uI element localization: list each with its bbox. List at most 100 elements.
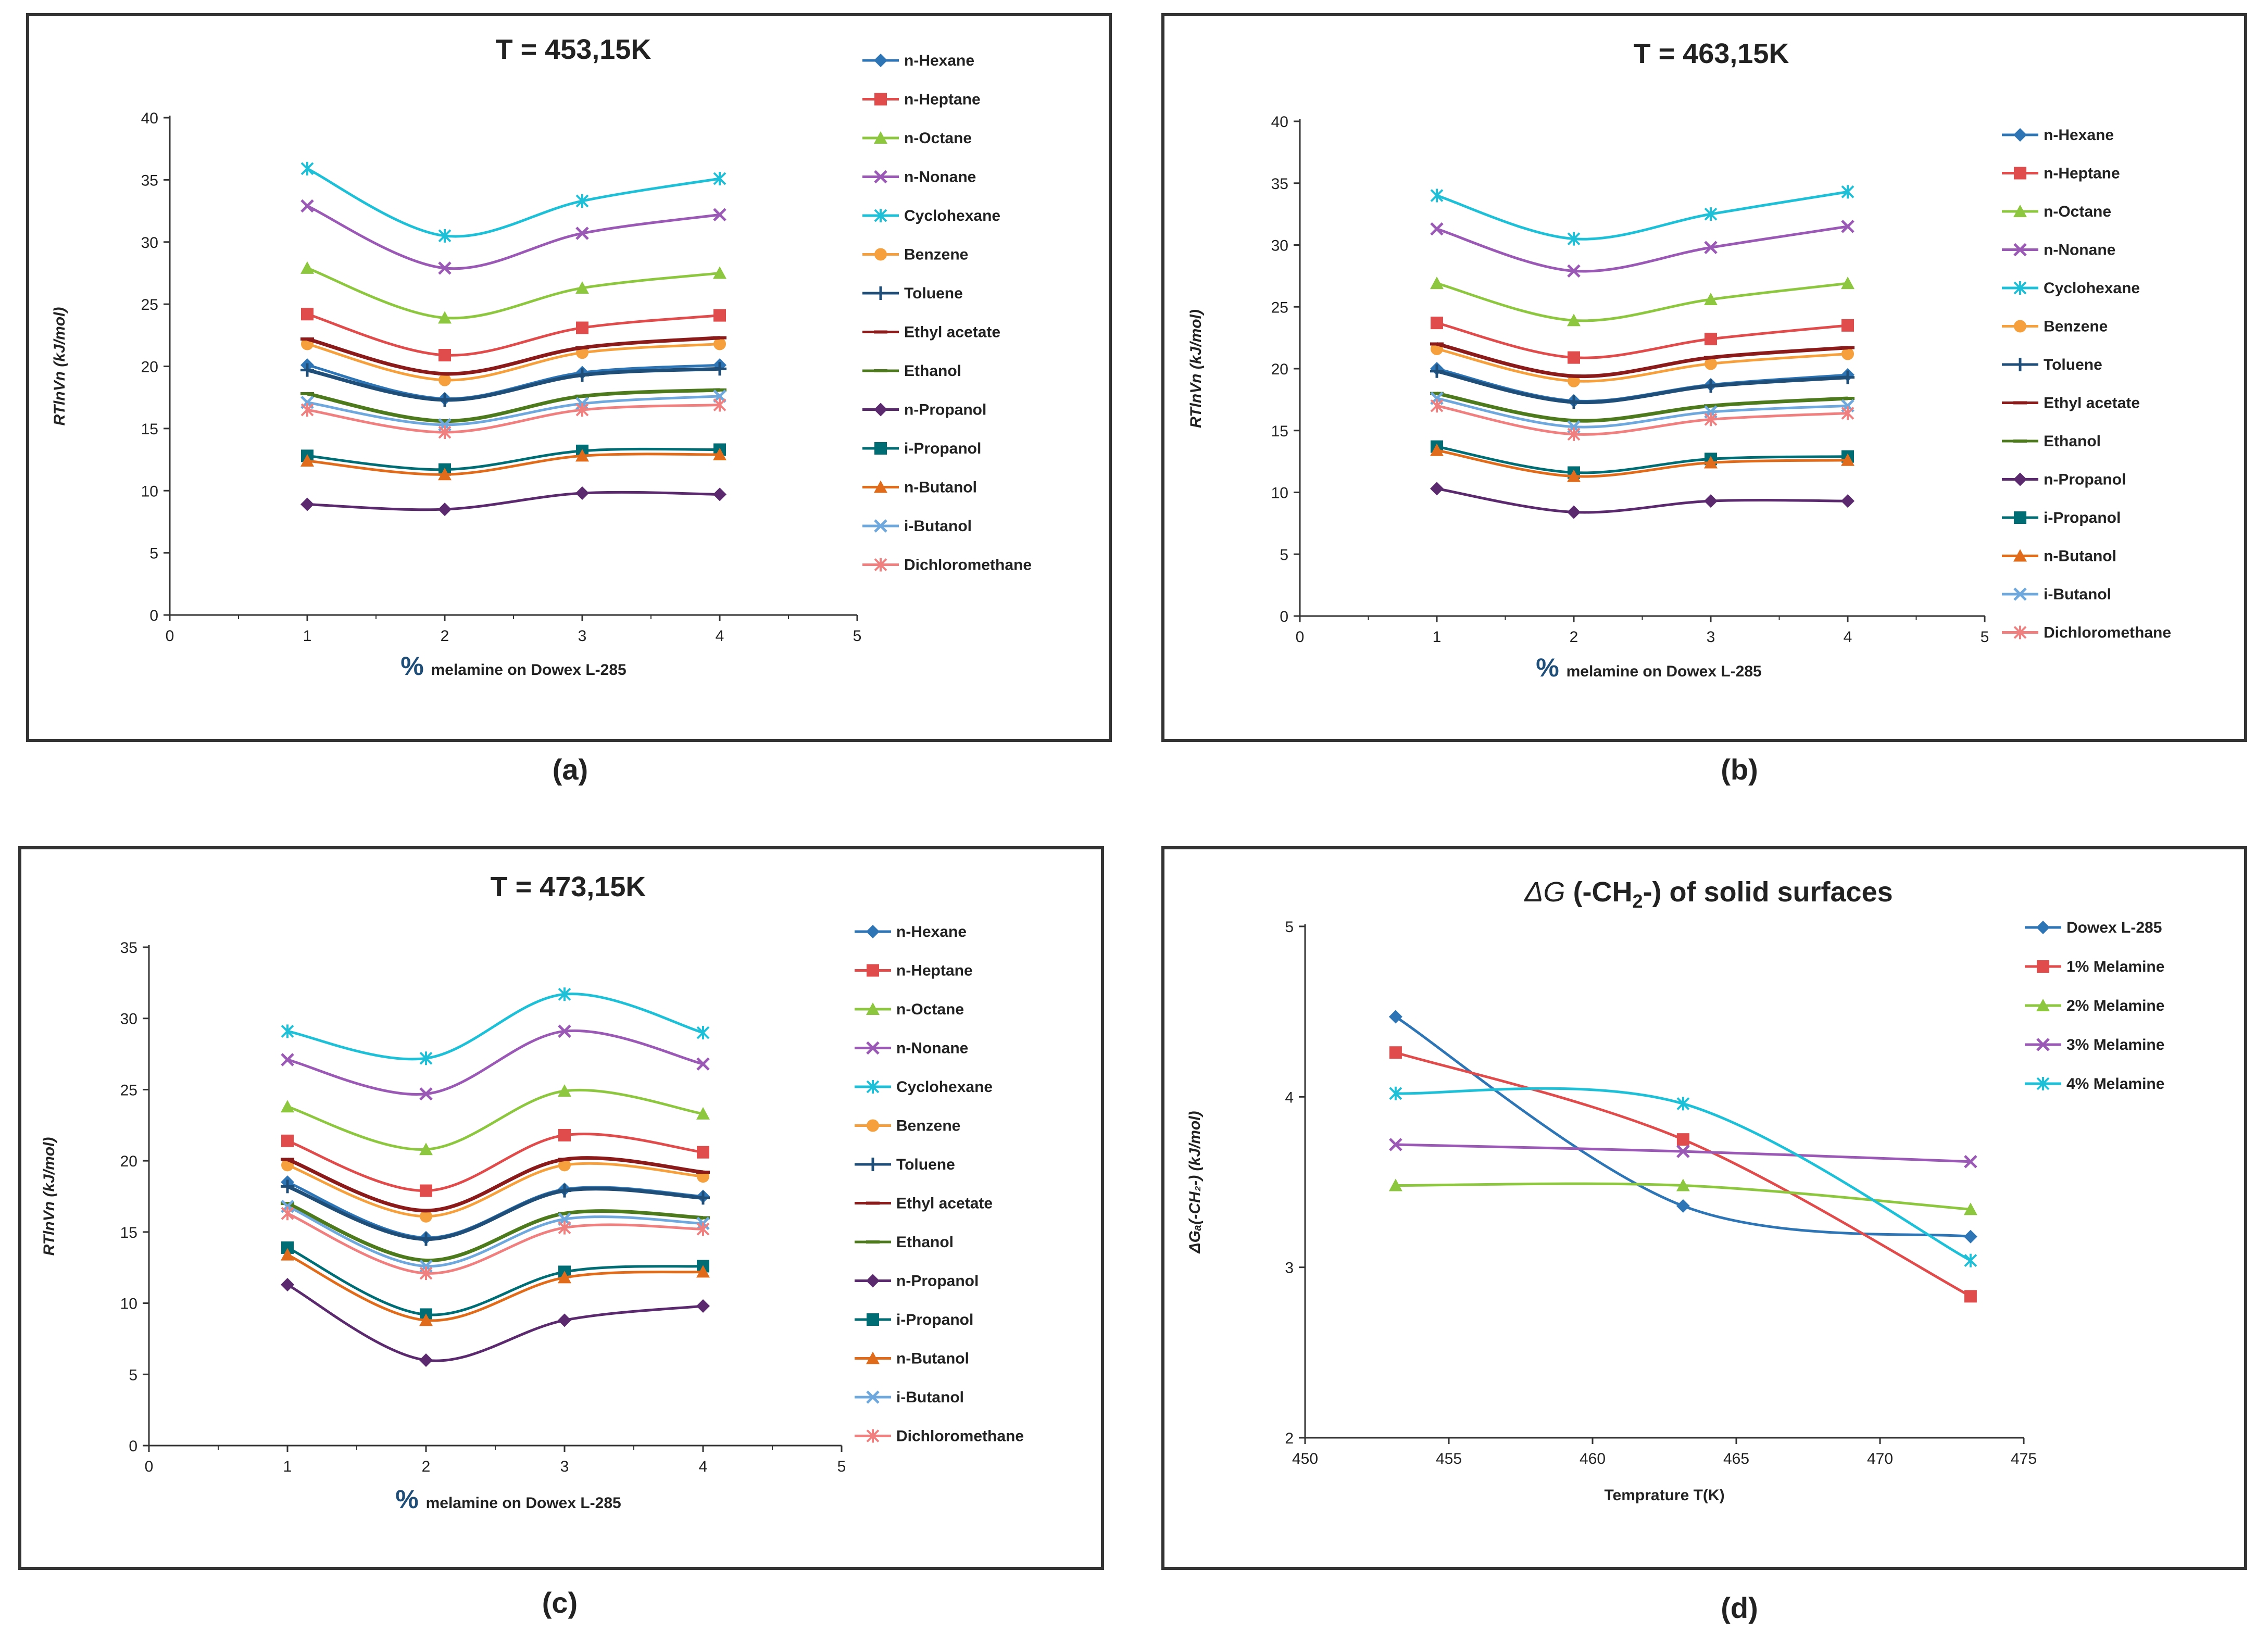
legend-item-n-butanol: n-Butanol [2002,548,2116,565]
series-dichloromethane [1430,399,1855,441]
data-point [438,261,452,275]
legend-label: Ethanol [896,1234,954,1251]
data-point [1389,1138,1402,1151]
data-point [1841,347,1854,360]
legend-marker [874,286,887,300]
legend-marker [874,131,887,144]
legend-marker [2013,358,2027,371]
series-line [306,205,720,270]
series-line [1436,449,1848,478]
data-point [1676,1178,1690,1191]
data-point [1388,1178,1402,1191]
legend-label: n-Butanol [2044,548,2116,565]
y-tick-label: 5 [129,1366,137,1384]
legend-label: Toluene [896,1156,955,1173]
data-point [1704,494,1718,508]
y-tick-label: 20 [1271,361,1288,378]
legend-label: Dowex L-285 [2066,919,2162,936]
series-line [307,336,720,376]
series-line [1436,397,1848,429]
legend-item-n-nonane: n-Nonane [855,1040,968,1057]
data-point [713,398,726,412]
x-tick-label: 460 [1580,1450,1606,1467]
legend-marker [874,558,887,572]
series-n-propanol [300,486,726,517]
y-tick-label: 5 [1285,919,1294,936]
legend-label: Cyclohexane [2044,280,2140,297]
series-4pct-melamine [1389,1086,1977,1267]
legend-item-ethyl-acetate: Ethyl acetate [855,1195,993,1212]
series-line [306,167,720,238]
series-line [286,1201,704,1263]
data-point [300,261,314,274]
legend-label: n-Butanol [904,479,977,496]
data-point [713,309,726,322]
legend-label: Dichloromethane [904,557,1032,574]
legend-item-cyclohexane: Cyclohexane [862,207,1000,224]
data-point [1963,1229,1977,1244]
data-point [438,393,452,407]
data-point [696,1265,710,1278]
x-tick-label: 2 [422,1458,431,1475]
legend-marker [2013,205,2027,217]
data-point [281,1024,294,1038]
legend-marker [2036,921,2050,934]
x-tick-label: 5 [837,1458,846,1475]
x-tick-label: 0 [145,1458,154,1475]
data-point [1705,357,1717,370]
x-tick-label: 475 [2011,1450,2037,1467]
legend-item-cyclohexane: Cyclohexane [2002,280,2140,297]
legend-label: i-Butanol [904,518,972,535]
legend-item-n-butanol: n-Butanol [855,1350,969,1367]
series-n-butanol [281,1248,710,1326]
y-axis-label: ΔGₐ(-CH₂-) (kJ/mol) [1186,1111,1204,1253]
data-point [1430,277,1444,290]
legend-label: Ethyl acetate [2044,395,2140,412]
legend-marker [2014,167,2026,180]
y-tick-label: 30 [1271,237,1288,255]
data-point [1430,222,1444,236]
legend-item-dowex-l-285: Dowex L-285 [2025,919,2162,936]
legend-marker [866,1429,880,1443]
data-point [575,403,589,417]
series-line [287,993,704,1061]
series-line [287,1162,704,1218]
series-line [287,1088,704,1151]
legend-label: 4% Melamine [2066,1075,2164,1093]
x-axis-label: % melamine on Dowex L-285 [400,651,626,681]
data-point [1389,1046,1402,1059]
legend-marker [2036,1038,2050,1051]
x-tick-label: 5 [1981,629,1989,646]
data-point [1676,1199,1690,1213]
data-point [1430,364,1444,378]
series-dichloromethane [300,398,726,440]
legend-label: i-Butanol [896,1389,964,1406]
legend-marker [2013,281,2027,295]
data-point [419,1232,433,1246]
x-tick-label: 0 [1296,629,1305,646]
legend-item-dichloromethane: Dichloromethane [2002,624,2171,642]
x-tick-label: 4 [699,1458,708,1475]
legend-marker [2036,1077,2050,1090]
chart-title: T = 473,15K [491,871,646,902]
legend-label: Ethanol [904,362,961,380]
legend-label: n-Heptane [904,91,981,108]
series-line [307,343,720,382]
legend-item-i-propanol: i-Propanol [2002,509,2121,526]
chart-svg-b: T = 463,15K 0 5 10 15 20 25 30 35 40 0 1 2 3 4 5 % melam… [1187,38,2171,682]
legend-label: n-Octane [2044,203,2111,220]
legend-marker [866,1158,880,1171]
legend-item-n-heptane: n-Heptane [862,91,981,108]
y-tick-label: 10 [141,483,158,500]
legend-item-toluene: Toluene [855,1156,955,1173]
legend-label: Toluene [2044,356,2102,373]
series-n-octane [281,1084,710,1156]
series-line [1436,404,1848,436]
series-i-butanol [1430,392,1855,434]
x-tick-label: 4 [1844,629,1852,646]
series-line [1436,190,1848,241]
x-tick-label: 2 [1570,629,1578,646]
data-point [438,425,452,440]
series-line [287,1133,704,1192]
chart-panel-b: T = 463,15K 0 5 10 15 20 25 30 35 40 0 1 2 3 4 5 % melam… [1161,13,2247,742]
